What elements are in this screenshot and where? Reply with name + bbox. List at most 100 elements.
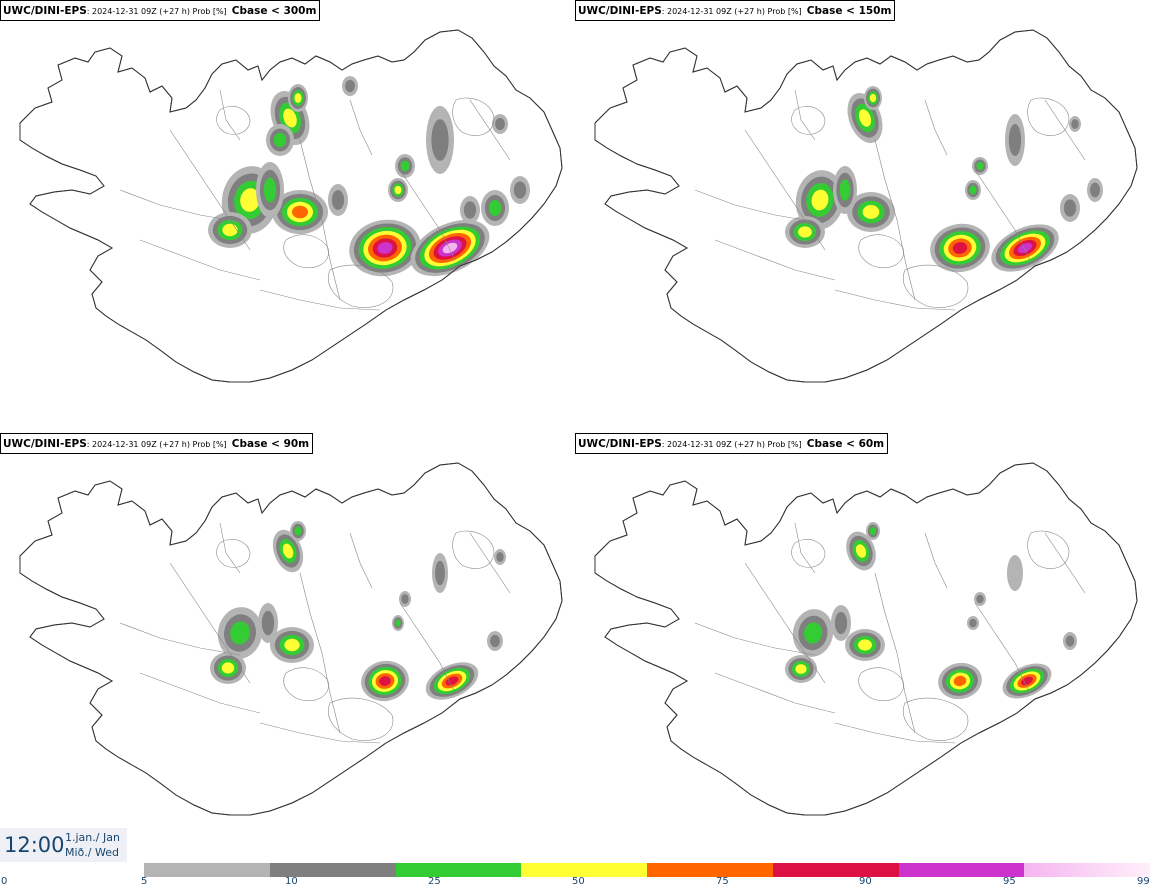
probability-contour xyxy=(869,527,877,535)
iceland-map xyxy=(594,462,1138,816)
variable-label: Cbase < 90m xyxy=(231,438,310,450)
valid-time-box: 12:00 1.jan./ Jan Mið./ Wed xyxy=(0,828,127,862)
run-info: : 2024-12-31 09Z (+27 h) Prob [%] xyxy=(86,7,227,16)
boundary-line xyxy=(139,672,261,714)
probability-contour xyxy=(435,560,445,586)
probability-contour xyxy=(969,618,977,628)
boundary-line xyxy=(259,289,381,311)
probability-contour xyxy=(282,543,294,559)
boundary-line xyxy=(694,189,816,223)
coastline-outline xyxy=(594,29,1138,383)
probability-contour xyxy=(442,242,458,254)
probability-contour xyxy=(230,621,250,645)
colorbar-segment xyxy=(144,863,271,877)
boundary-line xyxy=(169,129,251,251)
glacier-outline xyxy=(283,234,329,268)
probability-contour xyxy=(273,132,287,148)
probability-contour xyxy=(953,675,967,687)
probability-contour xyxy=(1065,635,1075,647)
probability-contour xyxy=(377,242,393,254)
boundary-line xyxy=(399,602,456,694)
probability-contour xyxy=(1008,124,1022,156)
boundary-line xyxy=(794,522,816,574)
glacier-outline xyxy=(791,539,826,568)
coastline-outline xyxy=(19,29,563,383)
colorbar-tick-label: 95 xyxy=(1003,876,1016,887)
glacier-outline xyxy=(283,667,329,701)
boundary-line xyxy=(794,89,816,141)
map-panel-90m: UWC/DINI-EPS: 2024-12-31 09Z (+27 h) Pro… xyxy=(0,433,575,865)
glacier-outline xyxy=(452,530,495,569)
probability-contour xyxy=(379,676,391,686)
probability-contour xyxy=(490,634,500,648)
probability-contour xyxy=(221,662,235,674)
model-name: UWC/DINI-EPS xyxy=(3,5,87,17)
map-panel-150m: UWC/DINI-EPS: 2024-12-31 09Z (+27 h) Pro… xyxy=(575,0,1150,432)
probability-contour xyxy=(463,201,477,219)
model-name: UWC/DINI-EPS xyxy=(3,438,87,450)
model-name: UWC/DINI-EPS xyxy=(578,438,662,450)
colorbar-tick-label: 25 xyxy=(428,876,441,887)
boundary-line xyxy=(694,622,816,656)
panel-title: UWC/DINI-EPS: 2024-12-31 09Z (+27 h) Pro… xyxy=(0,433,314,454)
glacier-outline xyxy=(858,667,904,701)
boundary-line xyxy=(349,532,373,589)
probability-contour xyxy=(1071,119,1079,129)
probability-contour xyxy=(804,622,822,644)
boundary-line xyxy=(219,522,241,574)
glacier-outline xyxy=(216,106,251,135)
map-panel-60m: UWC/DINI-EPS: 2024-12-31 09Z (+27 h) Pro… xyxy=(575,433,1150,865)
boundary-line xyxy=(119,189,241,223)
colorbar-tick-label: 0 xyxy=(1,876,8,887)
boundary-line xyxy=(299,139,341,301)
run-info: : 2024-12-31 09Z (+27 h) Prob [%] xyxy=(661,7,802,16)
boundary-line xyxy=(834,722,956,744)
probability-contour xyxy=(222,223,238,237)
probability-contour xyxy=(811,189,829,211)
probability-contour xyxy=(345,79,355,93)
iceland-map xyxy=(594,29,1138,383)
probability-contour xyxy=(976,594,984,604)
coastline-outline xyxy=(594,462,1138,816)
boundary-line xyxy=(874,139,916,301)
probability-contour xyxy=(834,611,848,635)
colorbar-tick-label: 90 xyxy=(859,876,872,887)
colorbar-tick-label: 99 xyxy=(1137,876,1150,887)
probability-contour xyxy=(283,108,297,128)
colorbar xyxy=(144,863,1150,877)
probability-contour xyxy=(855,544,867,558)
colorbar-segment xyxy=(269,863,396,877)
probability-contour xyxy=(331,190,345,210)
probability-contour xyxy=(1021,676,1033,686)
probability-contour xyxy=(1090,182,1100,198)
probability-contour xyxy=(513,181,527,199)
probability-contour xyxy=(839,179,851,201)
probability-contour xyxy=(394,185,402,195)
boundary-line xyxy=(399,169,456,261)
boundary-line xyxy=(299,572,341,734)
panel-title: UWC/DINI-EPS: 2024-12-31 09Z (+27 h) Pro… xyxy=(575,0,896,21)
colorbar-segment xyxy=(521,863,648,877)
probability-contour xyxy=(431,119,449,161)
boundary-line xyxy=(924,99,948,156)
colorbar-tick-label: 50 xyxy=(572,876,585,887)
variable-label: Cbase < 300m xyxy=(231,5,317,17)
boundary-line xyxy=(744,562,826,684)
variable-label: Cbase < 60m xyxy=(806,438,885,450)
panel-title: UWC/DINI-EPS: 2024-12-31 09Z (+27 h) Pro… xyxy=(575,433,889,454)
glacier-outline xyxy=(328,264,394,308)
glacier-outline xyxy=(328,697,394,741)
boundary-line xyxy=(924,532,948,589)
probability-contour xyxy=(292,205,308,219)
probability-contour xyxy=(496,552,504,562)
iceland-map xyxy=(19,462,563,816)
valid-date: 1.jan./ Jan xyxy=(65,831,120,844)
variable-label: Cbase < 150m xyxy=(806,5,892,17)
boundary-line xyxy=(139,239,261,281)
boundary-line xyxy=(349,99,373,156)
probability-contour xyxy=(284,638,300,652)
probability-contour xyxy=(495,117,505,131)
probability-contour xyxy=(1017,243,1033,253)
probability-contour xyxy=(798,226,812,238)
probability-contour xyxy=(1063,199,1077,217)
